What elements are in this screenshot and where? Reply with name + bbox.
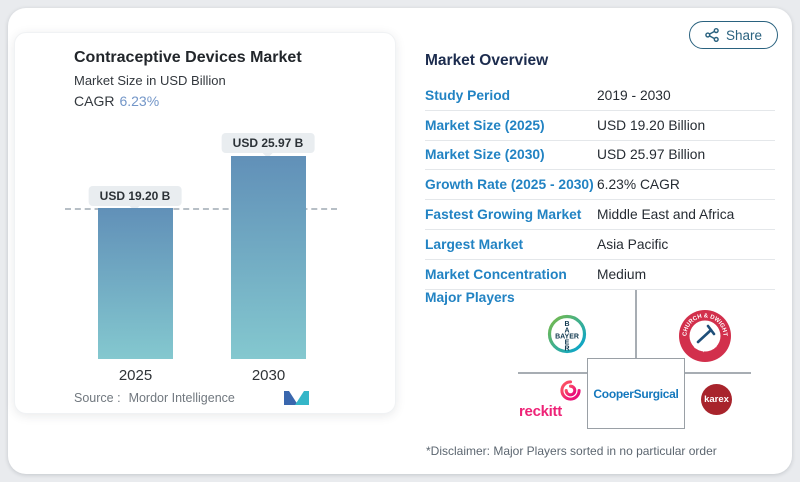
row-value: USD 19.20 Billion xyxy=(597,117,706,133)
svg-text:A: A xyxy=(564,328,569,335)
cooper-surgical-wordmark: CooperSurgical xyxy=(593,386,679,401)
row-label: Fastest Growing Market xyxy=(425,207,582,223)
church-and-dwight-logo-icon: CHURCH & DWIGHT CO., INC. xyxy=(679,310,731,362)
row-label: Market Size (2030) xyxy=(425,147,545,163)
table-row: Study Period 2019 - 2030 xyxy=(425,81,775,111)
table-row: Market Concentration Medium xyxy=(425,260,775,290)
reckitt-swirl-icon xyxy=(560,380,581,401)
x-axis-label-2030: 2030 xyxy=(251,367,286,384)
row-label: Largest Market xyxy=(425,236,524,252)
bar-value-badge-2025: USD 19.20 B xyxy=(88,186,182,206)
reckitt-logo: reckitt xyxy=(519,380,583,420)
source-label: Source : xyxy=(74,391,121,405)
row-value: Medium xyxy=(597,266,647,282)
table-row: Largest Market Asia Pacific xyxy=(425,230,775,260)
bar-2030 xyxy=(231,156,306,359)
share-label: Share xyxy=(725,27,762,43)
share-button[interactable]: Share xyxy=(688,21,778,49)
table-row: Growth Rate (2025 - 2030) 6.23% CAGR xyxy=(425,170,775,201)
source-value: Mordor Intelligence xyxy=(128,391,235,405)
arm-and-hammer-mark xyxy=(696,324,716,344)
karex-wordmark: karex xyxy=(704,394,729,405)
row-value: Middle East and Africa xyxy=(597,207,735,223)
svg-text:E: E xyxy=(565,340,570,347)
report-card: Share Contraceptive Devices Market Marke… xyxy=(8,8,792,474)
cagr-label: CAGR xyxy=(74,93,115,109)
row-label: Growth Rate (2025 - 2030) xyxy=(425,177,594,193)
x-axis-label-2025: 2025 xyxy=(118,367,153,384)
bayer-logo-icon: B A BAYER E R xyxy=(547,314,587,354)
row-value: Asia Pacific xyxy=(597,236,669,252)
row-label: Study Period xyxy=(425,87,511,103)
mordor-intelligence-logo-icon xyxy=(284,391,309,405)
chart-title: Contraceptive Devices Market xyxy=(74,49,302,66)
svg-text:B: B xyxy=(564,321,569,328)
bar-value-badge-2030: USD 25.97 B xyxy=(221,133,315,153)
svg-text:R: R xyxy=(564,346,569,353)
row-label: Market Concentration xyxy=(425,266,567,282)
table-row: Market Size (2025) USD 19.20 Billion xyxy=(425,111,775,141)
row-value: 6.23% CAGR xyxy=(597,177,680,193)
disclaimer-text: *Disclaimer: Major Players sorted in no … xyxy=(426,444,717,458)
svg-text:BAYER: BAYER xyxy=(555,334,579,341)
major-players-label: Major Players xyxy=(425,290,515,305)
chart-card: Contraceptive Devices Market Market Size… xyxy=(14,32,396,414)
chart-cagr: CAGR 6.23% xyxy=(74,93,159,109)
karex-logo: karex xyxy=(701,384,732,415)
table-row: Fastest Growing Market Middle East and A… xyxy=(425,200,775,230)
players-connector-vertical xyxy=(635,290,637,358)
row-value: USD 25.97 Billion xyxy=(597,147,706,163)
row-label: Market Size (2025) xyxy=(425,117,545,133)
cooper-surgical-logo: CooperSurgical xyxy=(587,358,685,429)
reference-dashed-line xyxy=(65,208,337,210)
table-row: Market Size (2030) USD 25.97 Billion xyxy=(425,141,775,171)
market-overview-panel: Market Overview Study Period 2019 - 2030… xyxy=(425,8,778,474)
row-value: 2019 - 2030 xyxy=(597,87,671,103)
reckitt-wordmark: reckitt xyxy=(519,403,562,420)
svg-text:CO., INC.: CO., INC. xyxy=(692,343,719,353)
overview-heading: Market Overview xyxy=(425,52,549,69)
cagr-value: 6.23% xyxy=(119,93,160,109)
chart-subtitle: Market Size in USD Billion xyxy=(74,73,226,88)
bar-2025 xyxy=(98,208,173,359)
source-attribution: Source : Mordor Intelligence xyxy=(74,391,235,405)
share-icon xyxy=(705,28,719,42)
overview-table: Study Period 2019 - 2030 Market Size (20… xyxy=(425,81,775,290)
